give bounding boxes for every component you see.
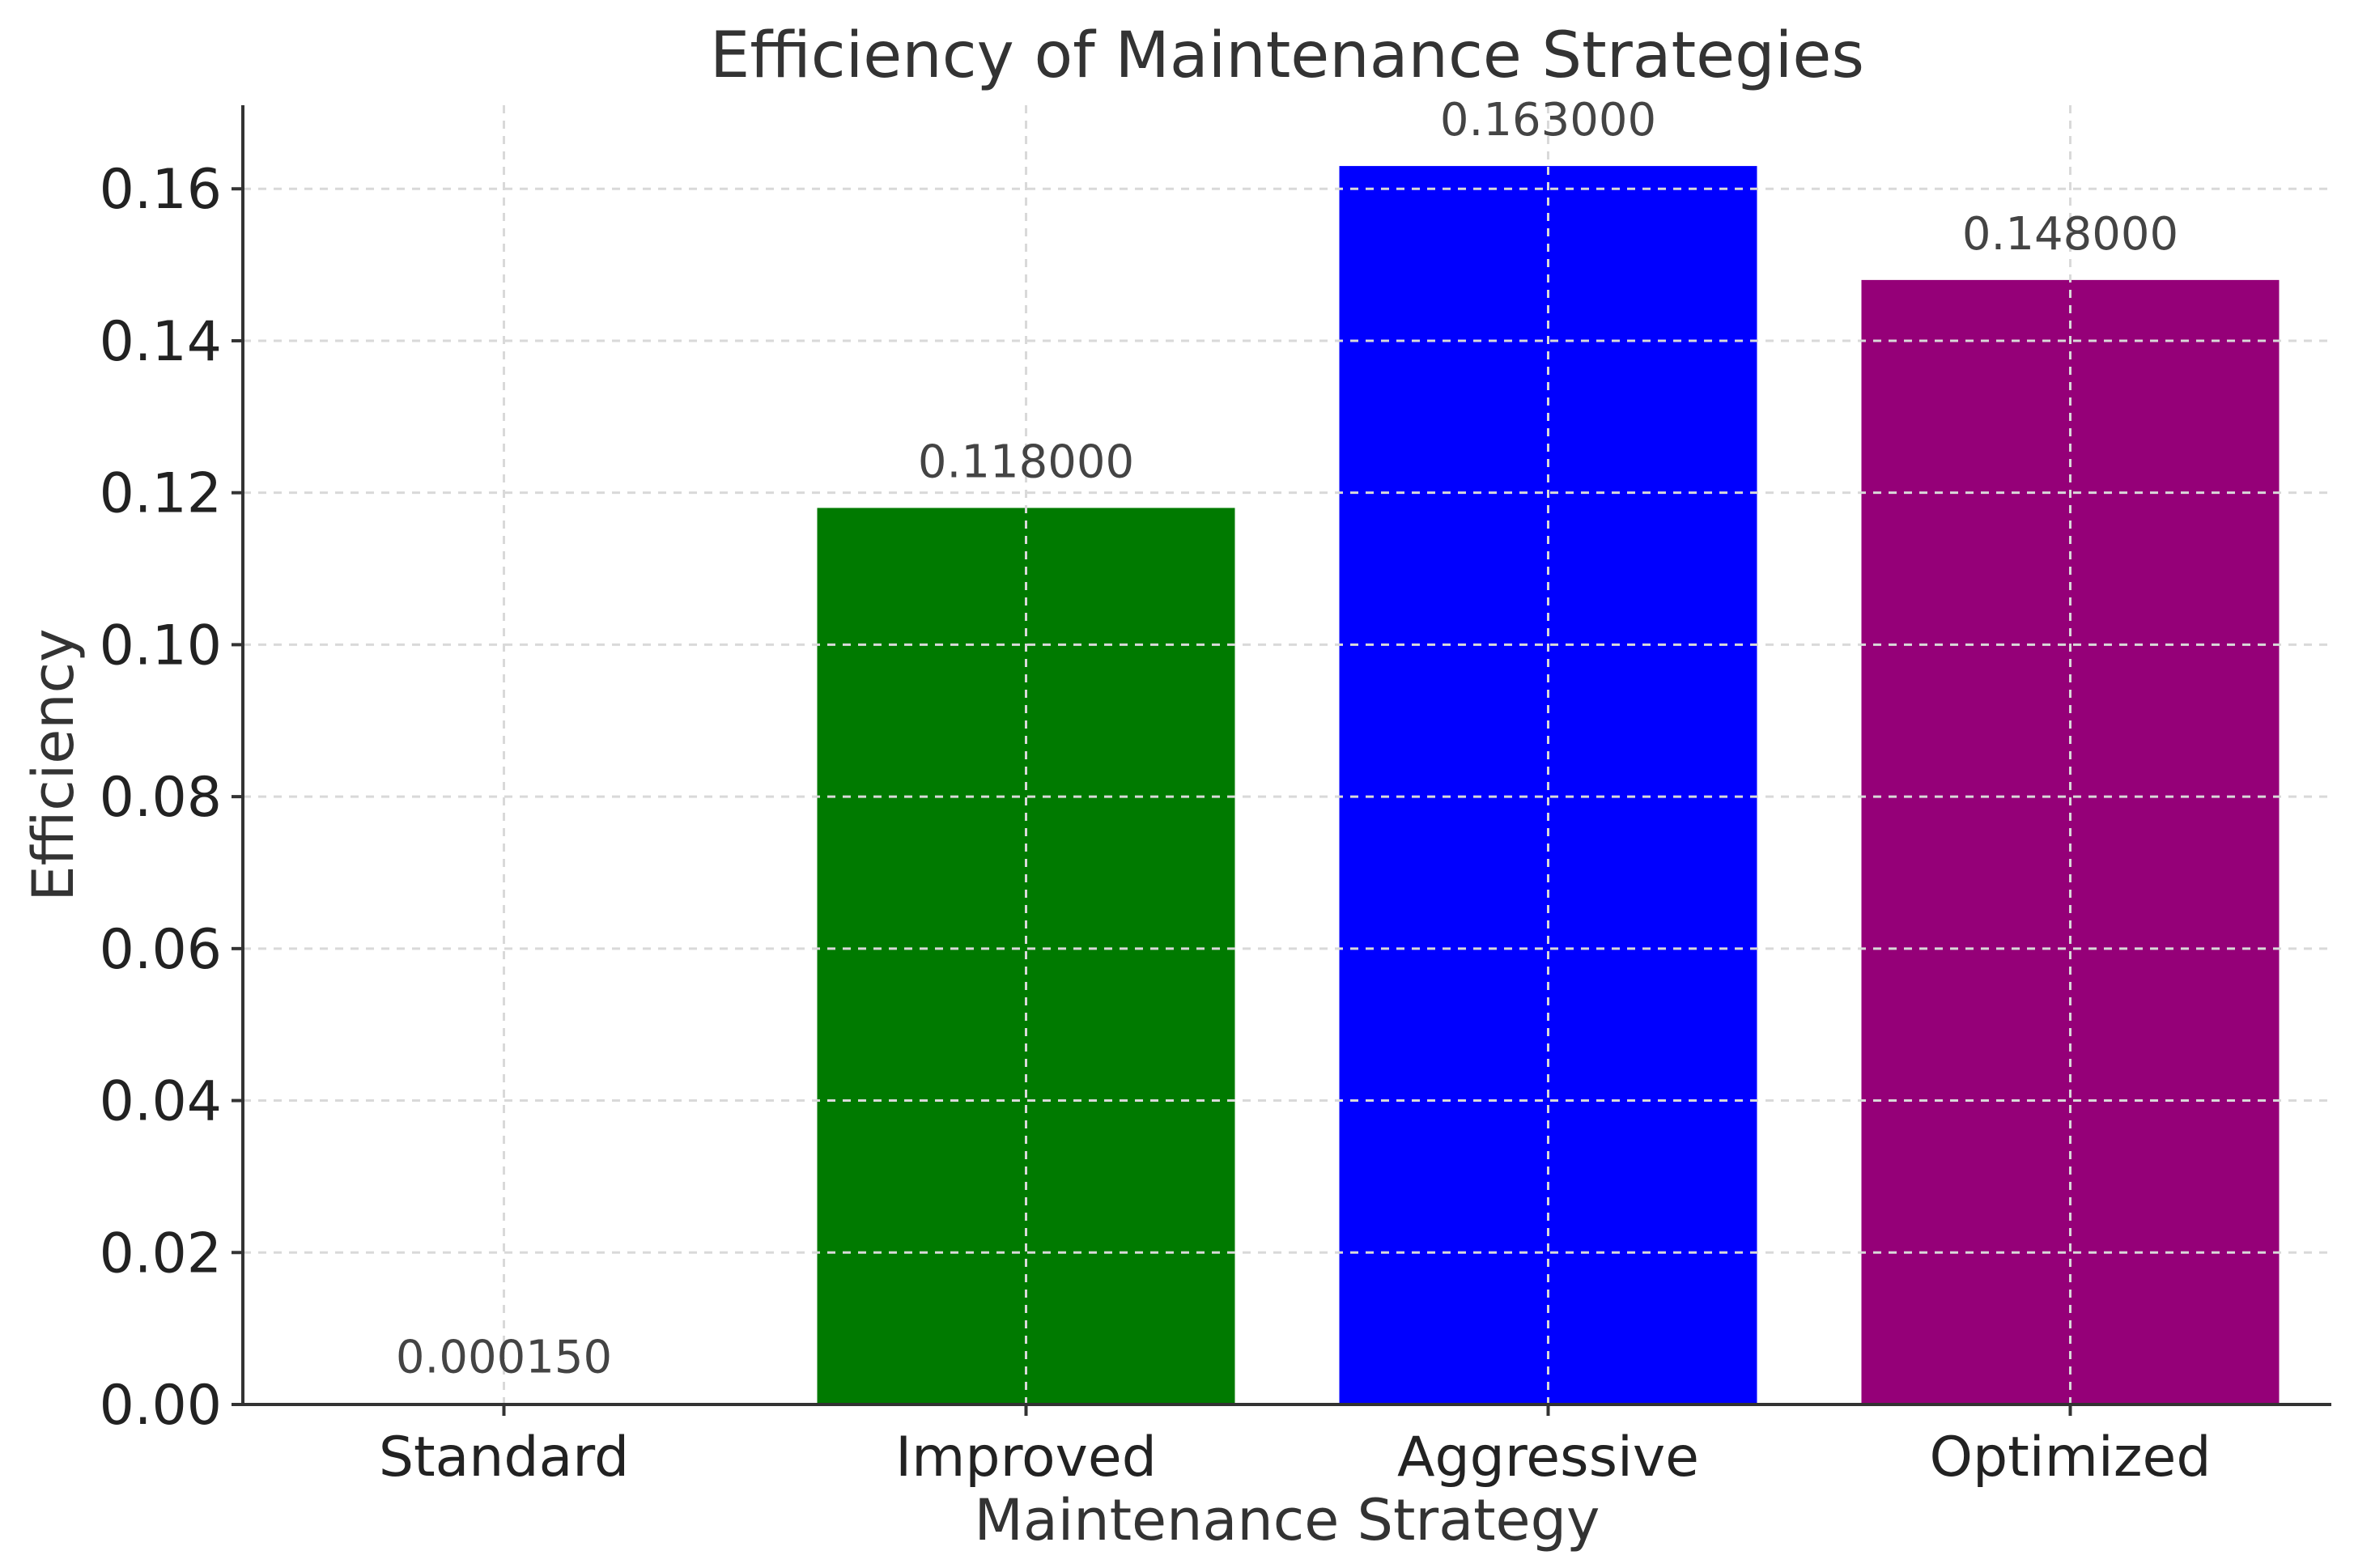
value-label-aggressive: 0.163000 <box>1440 94 1656 147</box>
y-tick-label: 0.12 <box>100 462 222 526</box>
x-tick-label-standard: Standard <box>379 1426 629 1489</box>
bars <box>295 166 2280 1405</box>
y-tick-label: 0.04 <box>100 1070 222 1134</box>
y-tick-label: 0.14 <box>100 310 222 374</box>
x-tick-label-optimized: Optimized <box>1929 1426 2211 1489</box>
y-tick-label: 0.00 <box>100 1374 222 1438</box>
value-labels: 0.000150 0.118000 0.163000 0.148000 <box>396 94 2178 1384</box>
x-tick-labels: Standard Improved Aggressive Optimized <box>379 1426 2212 1489</box>
y-tick-label: 0.08 <box>100 766 222 830</box>
value-label-standard: 0.000150 <box>396 1332 612 1384</box>
chart-title: Efficiency of Maintenance Strategies <box>710 19 1864 92</box>
y-tick-labels: 0.00 0.02 0.04 0.06 0.08 0.10 0.12 0.14 0.16 <box>100 158 222 1438</box>
y-tick-label: 0.02 <box>100 1222 222 1285</box>
x-tick-label-aggressive: Aggressive <box>1397 1426 1699 1489</box>
x-axis-label: Maintenance Strategy <box>975 1487 1600 1553</box>
grid <box>243 105 2331 1404</box>
y-axis-label: Efficiency <box>20 628 87 901</box>
value-label-improved: 0.118000 <box>918 436 1134 488</box>
y-tick-label: 0.16 <box>100 158 222 222</box>
x-tick-label-improved: Improved <box>895 1426 1157 1489</box>
value-label-optimized: 0.148000 <box>1962 208 2178 261</box>
y-tick-label: 0.10 <box>100 614 222 678</box>
axes <box>232 105 2331 1416</box>
y-tick-label: 0.06 <box>100 918 222 982</box>
